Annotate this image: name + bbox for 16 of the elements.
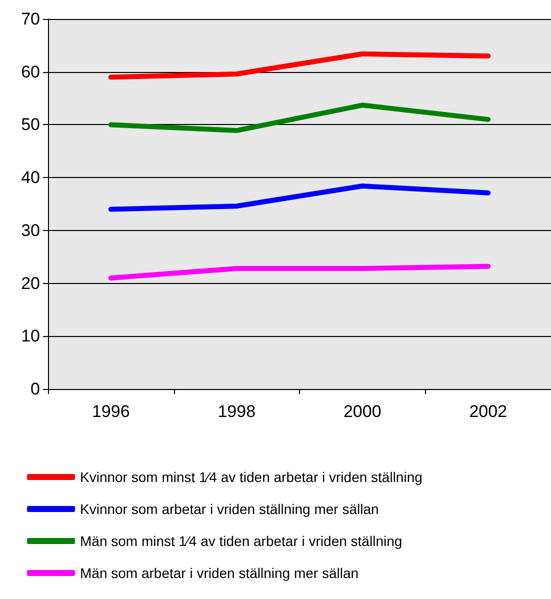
y-tick-label: 60 bbox=[21, 62, 40, 82]
legend-label: Män som arbetar i vriden ställning mer sällan bbox=[80, 565, 359, 581]
x-tick-label: 2000 bbox=[343, 402, 382, 421]
y-tick-label: 10 bbox=[21, 326, 40, 346]
y-tick-label: 30 bbox=[21, 220, 40, 240]
legend-label: Män som minst 1⁄4 av tiden arbetar i vriden ställning bbox=[80, 533, 402, 549]
y-tick-label: 0 bbox=[30, 380, 40, 398]
x-tick-label: 1998 bbox=[218, 402, 256, 421]
legend-label: Kvinnor som arbetar i vriden ställning mer sällan bbox=[80, 501, 379, 517]
y-tick-label: 40 bbox=[21, 168, 40, 188]
y-tick-label: 20 bbox=[21, 274, 40, 293]
y-tick-label: 70 bbox=[21, 10, 40, 28]
x-tick-label: 1996 bbox=[92, 402, 130, 421]
y-tick-label: 50 bbox=[21, 115, 40, 134]
legend-label: Kvinnor som minst 1⁄4 av tiden arbetar i vriden ställning bbox=[80, 469, 422, 485]
x-tick-label: 2002 bbox=[469, 402, 508, 421]
